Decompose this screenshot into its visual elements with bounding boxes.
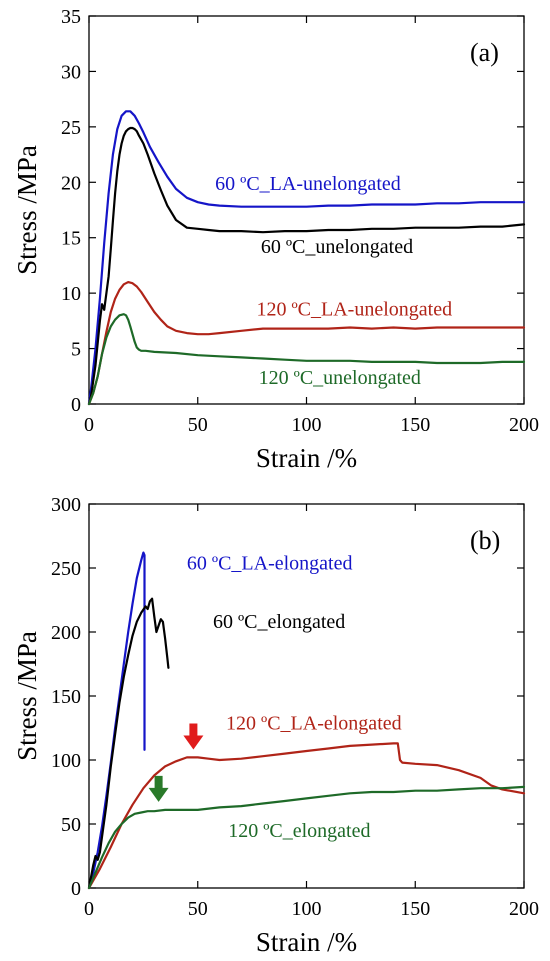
chart-panel-a: 0 50 100 150 200 0 5 10 15 20 25 30 35 Strain /% Stres…	[12, 6, 539, 473]
chart-panel-b: 0 50 100 150 200 0 50 100 150 200 250 300 Strain /% S…	[12, 494, 539, 957]
series-label: 120 ºC_LA-unelongated	[256, 298, 452, 320]
y-tick-label: 200	[51, 622, 81, 644]
series-line-3	[87, 313, 526, 406]
x-tick-label: 100	[292, 414, 322, 436]
x-axis-label: Strain /%	[256, 443, 357, 473]
series-label: 120 ºC_unelongated	[259, 367, 421, 389]
panel-label: (b)	[470, 526, 500, 555]
x-tick-label: 200	[509, 414, 539, 436]
down-arrow-icon	[183, 723, 204, 750]
y-tick-label: 0	[71, 394, 81, 416]
series-line-1	[87, 597, 170, 890]
series-line-1	[87, 126, 526, 406]
x-tick-label: 150	[400, 898, 430, 920]
x-tick-label: 0	[84, 898, 94, 920]
panel-label: (a)	[470, 38, 499, 67]
series-label: 60 ºC_unelongated	[261, 236, 413, 258]
series-label: 60 ºC_LA-unelongated	[215, 173, 401, 195]
plot-frame	[88, 15, 525, 405]
y-tick-label: 250	[51, 558, 81, 580]
y-tick-label: 150	[51, 686, 81, 708]
series-line-0	[87, 110, 526, 406]
y-tick-label: 300	[51, 494, 81, 516]
y-tick-label: 30	[61, 61, 81, 83]
down-arrow-icon	[148, 775, 169, 802]
x-tick-label: 200	[509, 898, 539, 920]
y-axis-label: Stress /MPa	[12, 631, 42, 761]
series-line-2	[87, 742, 526, 890]
series-label: 60 ºC_elongated	[213, 611, 345, 633]
y-tick-label: 25	[61, 117, 81, 139]
y-tick-label: 0	[71, 878, 81, 900]
x-axis-label: Strain /%	[256, 927, 357, 957]
y-tick-label: 20	[61, 172, 81, 194]
y-tick-label: 50	[61, 814, 81, 836]
series-label: 120 ºC_LA-elongated	[226, 712, 402, 734]
x-tick-label: 150	[400, 414, 430, 436]
y-tick-label: 35	[61, 6, 81, 28]
y-tick-label: 5	[71, 339, 81, 361]
series-line-0	[87, 551, 146, 890]
x-tick-label: 50	[188, 898, 208, 920]
y-tick-label: 15	[61, 228, 81, 250]
x-tick-label: 50	[188, 414, 208, 436]
y-tick-label: 10	[61, 283, 81, 305]
x-tick-label: 100	[292, 898, 322, 920]
series-label: 120 ºC_elongated	[228, 820, 370, 842]
x-tick-label: 0	[84, 414, 94, 436]
series-line-2	[87, 281, 526, 406]
y-axis-label: Stress /MPa	[12, 145, 42, 275]
y-tick-label: 100	[51, 750, 81, 772]
series-label: 60 ºC_LA-elongated	[187, 552, 353, 574]
series-line-3	[87, 785, 526, 890]
